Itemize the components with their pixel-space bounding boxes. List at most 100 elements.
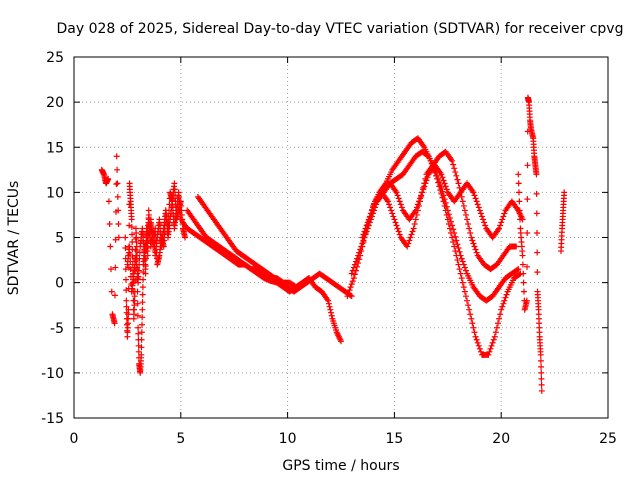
data-point (514, 266, 521, 273)
y-tick-label: 5 (55, 231, 64, 247)
data-point (519, 261, 526, 268)
data-point (413, 204, 420, 211)
data-point (448, 218, 455, 225)
data-point (350, 275, 357, 282)
data-point (453, 172, 460, 179)
data-point (114, 180, 121, 187)
data-point (349, 267, 356, 274)
data-point (516, 271, 523, 278)
data-point (415, 198, 422, 205)
x-axis: 0 5 10 15 20 25 (70, 57, 617, 447)
data-point (445, 211, 452, 218)
data-point (534, 269, 541, 276)
data-points (98, 94, 568, 394)
data-point (390, 213, 397, 220)
data-point (346, 287, 353, 294)
series-rise-3 (359, 148, 520, 273)
data-point (561, 189, 568, 196)
data-point (134, 288, 141, 295)
data-point (138, 351, 145, 358)
data-point (128, 223, 135, 230)
y-tick-label: 20 (46, 95, 64, 111)
data-point (114, 166, 121, 173)
data-point (533, 171, 540, 178)
data-point (414, 201, 421, 208)
data-point (459, 258, 466, 265)
data-point (455, 180, 462, 187)
data-point (524, 263, 531, 270)
data-point (404, 243, 411, 250)
data-point (139, 299, 146, 306)
data-point (138, 344, 145, 351)
data-point (122, 245, 129, 252)
data-point (129, 254, 136, 261)
series-rise-4 (374, 162, 526, 241)
data-point (472, 333, 479, 340)
data-point (493, 324, 500, 331)
data-point (538, 375, 545, 382)
data-point (418, 192, 425, 199)
data-point (524, 162, 531, 169)
data-point (473, 249, 480, 256)
data-point (115, 207, 122, 214)
data-point (424, 174, 431, 181)
data-point (351, 261, 358, 268)
data-point (501, 297, 508, 304)
data-point (453, 237, 460, 244)
data-point (397, 201, 404, 208)
data-point (142, 270, 149, 277)
data-point (384, 198, 391, 205)
series-rise-1 (344, 135, 524, 358)
data-point (470, 189, 477, 196)
data-point (327, 306, 334, 313)
data-point (138, 329, 145, 336)
data-point (458, 275, 465, 282)
data-point (349, 278, 356, 285)
data-point (499, 216, 506, 223)
data-point (470, 240, 477, 247)
y-tick-label: 15 (46, 140, 64, 156)
data-point (405, 240, 412, 247)
data-point (500, 300, 507, 307)
y-tick-label: 25 (46, 50, 64, 66)
data-point (361, 228, 368, 235)
data-point (452, 169, 459, 176)
data-point (533, 229, 540, 236)
data-point (135, 330, 142, 337)
data-point (441, 180, 448, 187)
data-point (438, 171, 445, 178)
data-point (439, 174, 446, 181)
data-point (396, 231, 403, 238)
data-point (438, 184, 445, 191)
data-point (498, 306, 505, 313)
data-point (469, 320, 476, 327)
data-point (392, 219, 399, 226)
data-point (454, 241, 461, 248)
data-point (171, 180, 178, 187)
data-point (304, 275, 311, 282)
data-point (515, 180, 522, 187)
data-point (467, 229, 474, 236)
data-point (122, 276, 129, 283)
data-point (472, 246, 479, 253)
data-point (386, 201, 393, 208)
data-point (496, 225, 503, 232)
data-point (476, 207, 483, 214)
data-point (417, 195, 424, 202)
data-point (408, 231, 415, 238)
data-point (135, 348, 142, 355)
data-point (524, 128, 531, 135)
data-point (345, 290, 352, 297)
data-point (139, 314, 146, 321)
data-point (452, 233, 459, 240)
data-point (450, 161, 457, 168)
data-point (394, 192, 401, 199)
data-point (517, 216, 524, 223)
data-point (135, 273, 142, 280)
data-point (125, 306, 132, 313)
x-tick-label: 15 (385, 431, 403, 447)
data-point (115, 234, 122, 241)
data-point (393, 189, 400, 196)
data-point (490, 336, 497, 343)
data-point (494, 320, 501, 327)
